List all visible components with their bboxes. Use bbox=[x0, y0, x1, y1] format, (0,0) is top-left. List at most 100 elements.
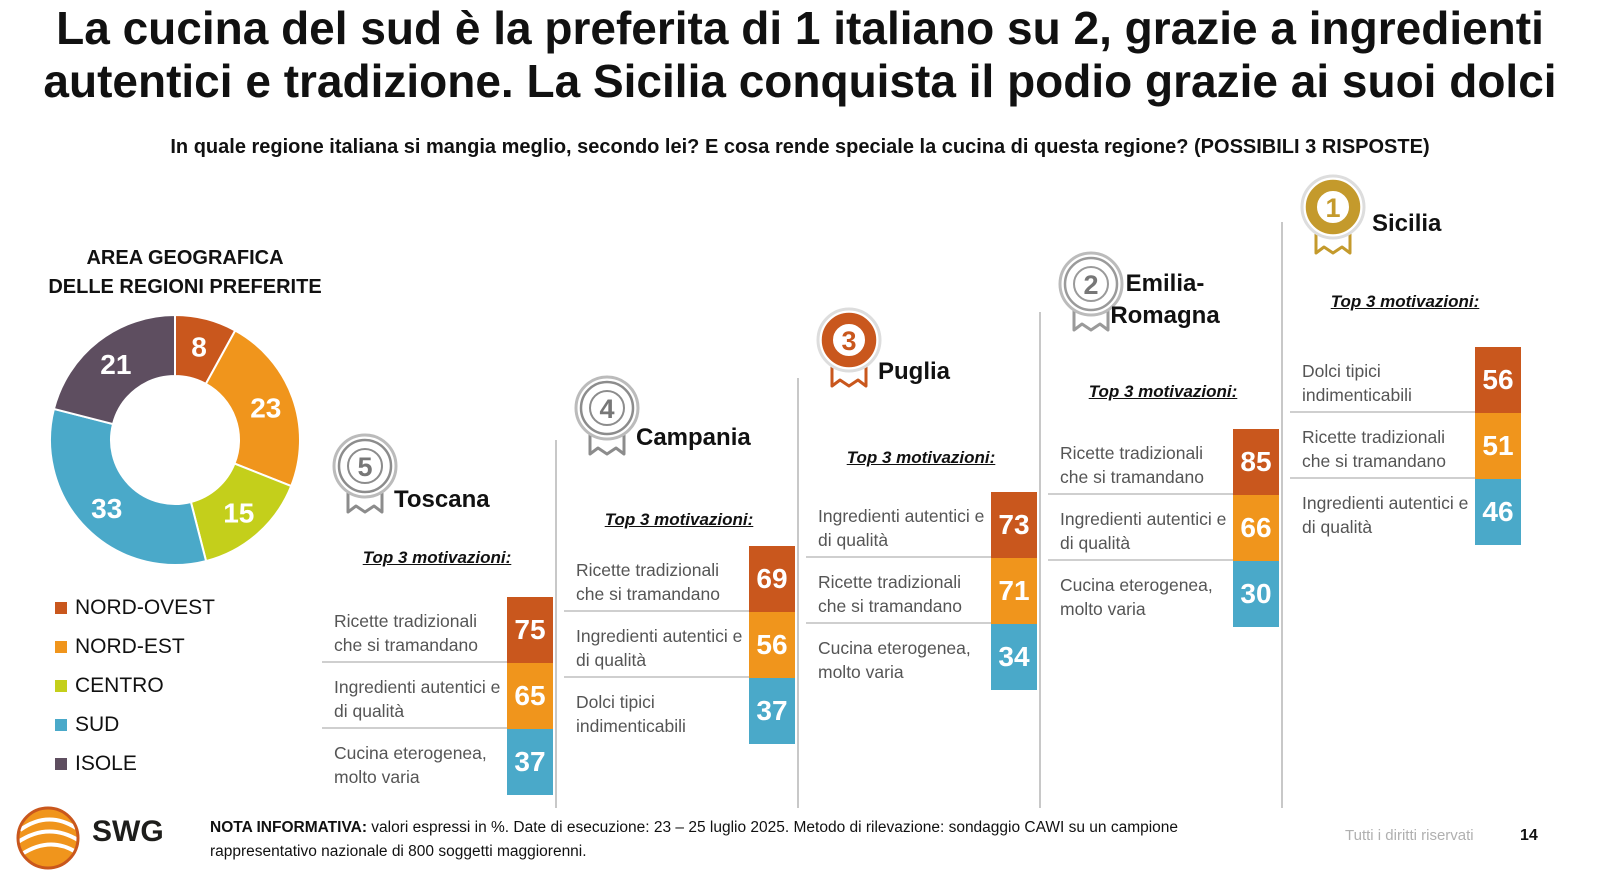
region-name-line-1: Emilia- bbox=[1125, 270, 1205, 297]
rank-number: 5 bbox=[357, 452, 372, 482]
top3-heading: Top 3 motivazioni: bbox=[846, 448, 996, 467]
row-separator bbox=[806, 556, 991, 558]
motivation-row: Dolci tipici indimenticabili 56 bbox=[1290, 347, 1522, 413]
page-title: La cucina del sud è la preferita di 1 it… bbox=[0, 2, 1600, 108]
legend-item: SUD bbox=[55, 713, 119, 737]
page-number: 14 bbox=[1520, 827, 1538, 844]
motivation-value: 51 bbox=[1475, 413, 1521, 479]
motivation-value: 46 bbox=[1475, 479, 1521, 545]
motivation-value: 69 bbox=[749, 546, 795, 612]
survey-question: In quale regione italiana si mangia megl… bbox=[170, 136, 1430, 158]
donut-slice-label: 23 bbox=[250, 392, 281, 423]
motivation-row: Ricette tradizionali che si tramandano 69 bbox=[564, 546, 796, 612]
row-separator bbox=[1048, 493, 1233, 495]
motivation-row: Ingredienti autentici e di qualità 73 bbox=[806, 492, 1038, 558]
region-name-puglia: Puglia bbox=[878, 358, 951, 385]
motivation-label: Cucina eterogenea, molto varia bbox=[818, 638, 971, 682]
motivation-label: Ricette tradizionali che si tramandano bbox=[1302, 427, 1446, 471]
legend-swatch bbox=[55, 758, 67, 770]
legend-label: ISOLE bbox=[75, 752, 137, 775]
motivation-label: Dolci tipici indimenticabili bbox=[1302, 361, 1412, 405]
row-separator bbox=[1048, 559, 1233, 561]
rank-4-medal-icon: 4 bbox=[574, 375, 640, 456]
motivation-value: 65 bbox=[507, 663, 553, 729]
motivation-row: Cucina eterogenea, molto varia 37 bbox=[322, 729, 554, 795]
legend-label: SUD bbox=[75, 713, 120, 736]
motivation-row: Ingredienti autentici e di qualità 65 bbox=[322, 663, 554, 729]
rank-number: 3 bbox=[841, 326, 856, 356]
legend-item: NORD-EST bbox=[55, 635, 185, 659]
motivation-value: 75 bbox=[507, 597, 553, 663]
motivation-label: Ricette tradizionali che si tramandano bbox=[1060, 443, 1204, 487]
legend-swatch bbox=[55, 602, 67, 614]
motivation-value: 85 bbox=[1233, 429, 1279, 495]
motivation-value: 73 bbox=[991, 492, 1037, 558]
donut-slice-label: 21 bbox=[100, 349, 131, 380]
region-name-campania: Campania bbox=[636, 424, 751, 451]
row-separator bbox=[806, 622, 991, 624]
donut-slice-nord-est bbox=[204, 329, 301, 488]
motivation-label: Ricette tradizionali che si tramandano bbox=[576, 560, 720, 604]
motivation-label: Ingredienti autentici e di qualità bbox=[576, 626, 743, 670]
motivation-label: Cucina eterogenea, molto varia bbox=[1060, 575, 1213, 619]
donut-slice-label: 15 bbox=[223, 497, 254, 528]
legend-label: NORD-EST bbox=[75, 635, 185, 658]
motivation-value: 37 bbox=[507, 729, 553, 795]
row-separator bbox=[1290, 411, 1475, 413]
rank-1-medal-icon: 1 bbox=[1300, 174, 1366, 255]
donut-slice-label: 33 bbox=[91, 493, 122, 524]
row-separator bbox=[1290, 477, 1475, 479]
motivation-value: 30 bbox=[1233, 561, 1279, 627]
rank-number: 4 bbox=[599, 394, 614, 424]
rank-number: 2 bbox=[1083, 270, 1098, 300]
legend-swatch bbox=[55, 680, 67, 692]
motivation-label: Cucina eterogenea, molto varia bbox=[334, 743, 487, 787]
logo-text: SWG bbox=[92, 815, 164, 848]
donut-slice-isole bbox=[52, 313, 176, 426]
motivation-label: Ingredienti autentici e di qualità bbox=[818, 506, 985, 550]
motivation-row: Ricette tradizionali che si tramandano 71 bbox=[806, 558, 1038, 624]
donut-title-line-2: DELLE REGIONI PREFERITE bbox=[48, 276, 322, 298]
donut-slice-sud bbox=[49, 407, 208, 566]
donut-chart: 8 23 15 33 21 bbox=[49, 313, 301, 566]
motivation-row: Ricette tradizionali che si tramandano 75 bbox=[322, 597, 554, 663]
region-name-line-2: Romagna bbox=[1110, 302, 1220, 329]
rank-number: 1 bbox=[1325, 193, 1340, 223]
top3-heading: Top 3 motivazioni: bbox=[362, 548, 512, 567]
motivation-label: Ingredienti autentici e di qualità bbox=[1302, 493, 1469, 537]
motivation-label: Dolci tipici indimenticabili bbox=[576, 692, 686, 736]
motivation-value: 34 bbox=[991, 624, 1037, 690]
column-divider bbox=[1039, 312, 1041, 808]
region-name-toscana: Toscana bbox=[394, 486, 490, 513]
footer-note: NOTA INFORMATIVA: valori espressi in %. … bbox=[210, 816, 1240, 864]
motivation-row: Ingredienti autentici e di qualità 66 bbox=[1048, 495, 1280, 561]
motivation-value: 37 bbox=[749, 678, 795, 744]
top3-heading: Top 3 motivazioni: bbox=[1088, 382, 1238, 401]
legend-label: CENTRO bbox=[75, 674, 164, 697]
motivation-label: Ricette tradizionali che si tramandano bbox=[334, 611, 478, 655]
column-divider bbox=[797, 378, 799, 808]
motivation-value: 56 bbox=[749, 612, 795, 678]
rank-3-medal-icon: 3 bbox=[816, 307, 882, 388]
motivation-value: 71 bbox=[991, 558, 1037, 624]
motivation-row: Ricette tradizionali che si tramandano 51 bbox=[1290, 413, 1522, 479]
legend-label: NORD-OVEST bbox=[75, 596, 216, 619]
row-separator bbox=[322, 661, 507, 663]
donut-slice-label: 8 bbox=[191, 332, 207, 363]
motivation-row: Ingredienti autentici e di qualità 56 bbox=[564, 612, 796, 678]
motivation-label: Ricette tradizionali che si tramandano bbox=[818, 572, 962, 616]
rank-2-medal-icon: 2 bbox=[1058, 251, 1124, 332]
donut-title: AREA GEOGRAFICA DELLE REGIONI PREFERITE bbox=[40, 244, 330, 302]
motivation-row: Dolci tipici indimenticabili 37 bbox=[564, 678, 796, 744]
motivation-row: Ricette tradizionali che si tramandano 85 bbox=[1048, 429, 1280, 495]
motivation-label: Ingredienti autentici e di qualità bbox=[1060, 509, 1227, 553]
legend-item: NORD-OVEST bbox=[55, 596, 215, 620]
rank-5-medal-icon: 5 bbox=[332, 433, 398, 514]
top3-heading: Top 3 motivazioni: bbox=[1330, 292, 1480, 311]
footer-note-label: NOTA INFORMATIVA: bbox=[210, 819, 367, 836]
motivation-label: Ingredienti autentici e di qualità bbox=[334, 677, 501, 721]
motivation-row: Ingredienti autentici e di qualità 46 bbox=[1290, 479, 1522, 545]
motivation-row: Cucina eterogenea, molto varia 30 bbox=[1048, 561, 1280, 627]
top3-heading: Top 3 motivazioni: bbox=[604, 510, 754, 529]
rights-text: Tutti i diritti riservati bbox=[1345, 827, 1474, 844]
